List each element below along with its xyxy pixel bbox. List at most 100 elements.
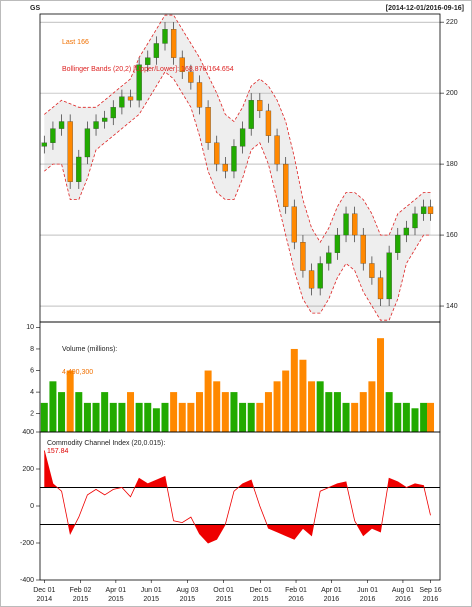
- volume-bar: [282, 370, 290, 432]
- y-tick-label: 200: [446, 90, 458, 97]
- volume-bar: [75, 392, 83, 432]
- y-tick-label: 220: [446, 19, 458, 26]
- cci-title: Commodity Channel Index (20,0.015):: [47, 440, 165, 447]
- date-range: [2014-12-01/2016-09-16]: [386, 5, 464, 12]
- volume-bar: [299, 359, 307, 432]
- candle-body: [248, 100, 254, 129]
- candle-body: [205, 107, 211, 143]
- candle-body: [283, 163, 289, 207]
- candle-body: [136, 64, 142, 101]
- volume-bar: [178, 402, 186, 432]
- volume-bar: [256, 402, 264, 432]
- volume-bar: [264, 392, 272, 432]
- volume-bar: [325, 392, 333, 432]
- volume-bar: [247, 402, 255, 432]
- x-tick-label: Apr 01 2016: [321, 587, 342, 603]
- candle-body: [58, 121, 65, 129]
- candle-body: [231, 146, 237, 172]
- cci-value: 157.84: [47, 448, 69, 455]
- volume-bar: [359, 392, 367, 432]
- candle-body: [274, 135, 280, 165]
- volume-bar: [427, 402, 435, 432]
- y-tick-label: 8: [30, 346, 34, 353]
- candle-body: [162, 29, 168, 44]
- volume-bar: [195, 392, 203, 432]
- candle-body: [352, 213, 358, 236]
- candle-body: [76, 156, 82, 182]
- x-tick-label: Sep 16 2016: [419, 587, 441, 603]
- volume-bar: [420, 402, 428, 432]
- candle-body: [326, 252, 332, 264]
- volume-bar: [66, 370, 74, 432]
- volume-bar: [49, 381, 57, 432]
- volume-bar: [109, 402, 117, 432]
- bollinger-line: [44, 71, 431, 321]
- volume-bar: [40, 402, 48, 432]
- candle-body: [93, 121, 99, 129]
- y-tick-label: 0: [30, 503, 34, 510]
- y-tick-label: 140: [446, 303, 458, 310]
- y-tick-label: 200: [22, 466, 34, 473]
- candle-body: [403, 227, 410, 236]
- volume-bar: [377, 338, 385, 432]
- x-tick-label: Dec 01 2014: [33, 587, 55, 603]
- candle-body: [343, 213, 349, 236]
- candle-body: [119, 96, 125, 108]
- chart-title: GS: [30, 5, 40, 12]
- candle-body: [102, 117, 108, 122]
- candle-body: [369, 263, 375, 278]
- volume-bar: [58, 392, 66, 432]
- volume-bar: [144, 402, 152, 432]
- volume-value: 4,490,300: [62, 369, 93, 376]
- candle-body: [420, 206, 427, 214]
- y-tick-label: -200: [20, 540, 34, 547]
- candle-body: [239, 128, 246, 147]
- y-tick-label: -400: [20, 577, 34, 584]
- x-tick-label: Apr 01 2015: [106, 587, 127, 603]
- volume-bar: [101, 392, 109, 432]
- x-tick-label: Feb 01 2016: [285, 587, 307, 603]
- candle-body: [334, 234, 341, 253]
- cci-fill-high: [44, 450, 431, 488]
- volume-bar: [411, 408, 419, 432]
- cci-line: [43, 450, 431, 544]
- candle-body: [300, 242, 306, 271]
- volume-bar: [204, 370, 212, 432]
- candle-body: [127, 96, 134, 101]
- volume-bar: [239, 402, 247, 432]
- candle-body: [222, 163, 228, 172]
- candle-body: [145, 57, 151, 65]
- candle-body: [50, 128, 56, 143]
- volume-bar: [308, 381, 316, 432]
- candle-body: [188, 71, 194, 83]
- volume-bar: [230, 392, 238, 432]
- x-tick-label: Jun 01 2015: [141, 587, 162, 603]
- x-tick-label: Aug 03 2015: [176, 587, 198, 603]
- candle-body: [360, 234, 366, 264]
- x-tick-label: Aug 01 2016: [392, 587, 414, 603]
- volume-title: Volume (millions):: [62, 346, 117, 353]
- volume-bar: [273, 381, 281, 432]
- candle-body: [377, 277, 384, 300]
- x-tick-label: Oct 01 2015: [213, 587, 234, 603]
- candle-body: [84, 128, 91, 158]
- candle-body: [427, 206, 434, 214]
- x-tick-label: Feb 02 2015: [70, 587, 92, 603]
- candle-body: [196, 82, 203, 108]
- volume-bar: [221, 392, 229, 432]
- candle-body: [257, 100, 263, 112]
- y-tick-label: 160: [446, 232, 458, 239]
- candle-body: [265, 110, 272, 136]
- volume-bar: [351, 402, 359, 432]
- bollinger-line: [44, 14, 431, 243]
- volume-bar: [152, 408, 160, 432]
- volume-bar: [118, 402, 126, 432]
- y-tick-label: 6: [30, 367, 34, 374]
- candle-body: [41, 142, 47, 147]
- volume-bar: [170, 392, 178, 432]
- candle-body: [291, 206, 297, 243]
- volume-bar: [127, 392, 135, 432]
- volume-bar: [333, 392, 341, 432]
- x-tick-label: Dec 01 2015: [250, 587, 272, 603]
